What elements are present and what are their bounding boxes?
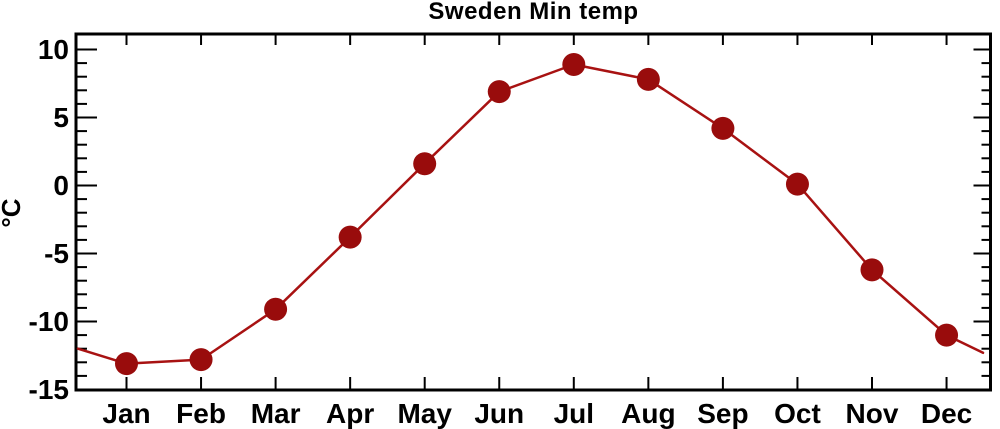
data-point-jul xyxy=(562,52,586,76)
data-point-feb xyxy=(189,348,213,372)
x-tick-label-sep: Sep xyxy=(697,398,749,429)
data-point-aug xyxy=(636,67,660,91)
y-tick-label-10: 10 xyxy=(37,33,69,65)
data-point-oct xyxy=(785,172,809,196)
data-point-apr xyxy=(338,225,362,249)
data-point-dec xyxy=(935,323,959,347)
plot-frame xyxy=(74,32,992,392)
x-tick-label-jun: Jun xyxy=(474,398,525,429)
x-tick-label-dec: Dec xyxy=(920,398,973,429)
y-tick-label--10: -10 xyxy=(28,305,69,337)
x-tick-label-jan: Jan xyxy=(102,398,151,429)
y-tick-label-0: 0 xyxy=(53,169,69,201)
x-tick-label-aug: Aug xyxy=(621,398,676,429)
data-point-sep xyxy=(711,116,735,140)
data-point-may xyxy=(413,152,437,176)
data-point-jun xyxy=(487,80,511,104)
y-tick-label--5: -5 xyxy=(44,237,69,269)
x-tick-label-feb: Feb xyxy=(176,398,226,429)
x-tick-label-jul: Jul xyxy=(553,398,595,429)
x-tick-label-mar: Mar xyxy=(250,398,301,429)
x-tick-label-apr: Apr xyxy=(326,398,375,429)
data-point-nov xyxy=(860,258,884,282)
temperature-line xyxy=(76,63,985,365)
x-tick-label-may: May xyxy=(397,398,452,429)
y-tick-label-5: 5 xyxy=(53,101,69,133)
chart-title: Sweden Min temp xyxy=(428,0,639,25)
x-tick-label-oct: Oct xyxy=(774,398,821,429)
x-tick-label-nov: Nov xyxy=(845,398,899,429)
y-tick-label--15: -15 xyxy=(28,373,69,405)
data-point-mar xyxy=(264,297,288,321)
data-point-jan xyxy=(115,352,138,376)
